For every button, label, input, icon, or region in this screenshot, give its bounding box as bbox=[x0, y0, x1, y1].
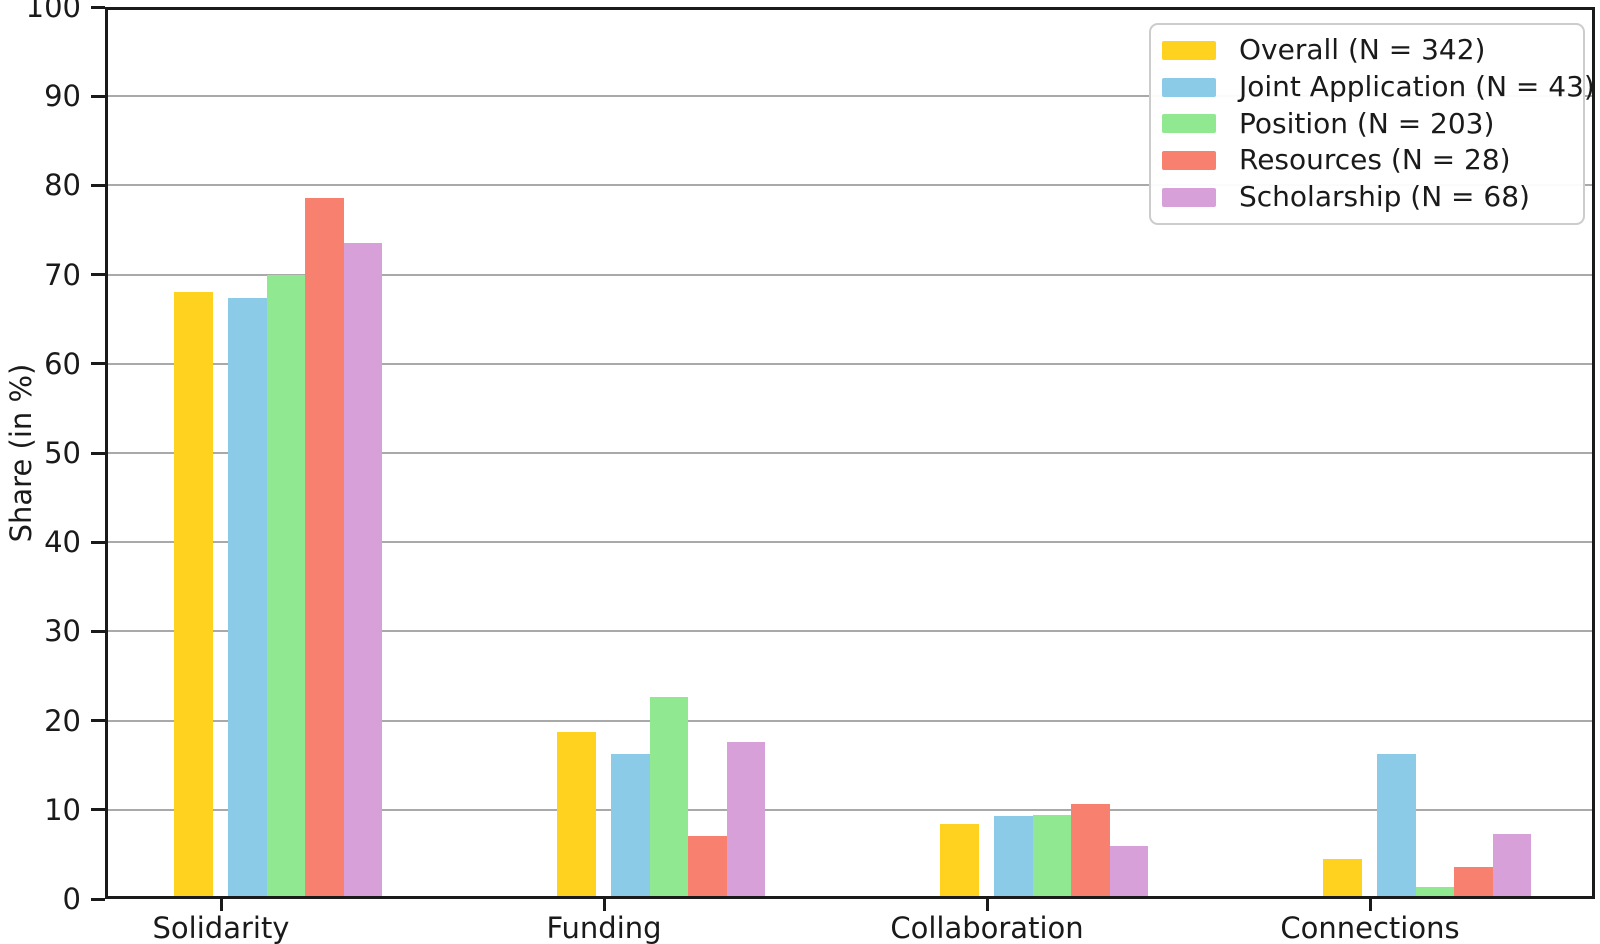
legend-swatch-overall bbox=[1162, 40, 1216, 60]
bar-solidarity-scholarship bbox=[343, 243, 382, 899]
legend-swatch-joint-application bbox=[1162, 77, 1216, 97]
bar-collaboration-overall bbox=[940, 824, 979, 899]
gridline-50 bbox=[105, 452, 1595, 454]
y-tick-label-40: 40 bbox=[44, 525, 81, 560]
gridline-30 bbox=[105, 630, 1595, 633]
y-tick-label-20: 20 bbox=[44, 703, 81, 738]
top-spine bbox=[105, 7, 1595, 10]
y-tick-30 bbox=[91, 629, 105, 633]
bar-funding-resources bbox=[688, 835, 727, 899]
right-spine bbox=[1592, 7, 1595, 899]
y-tick-label-0: 0 bbox=[62, 882, 81, 916]
gridline-60 bbox=[105, 362, 1595, 365]
y-tick-70 bbox=[91, 273, 105, 277]
bar-solidarity-joint-application bbox=[228, 297, 267, 899]
gridline-10 bbox=[105, 808, 1595, 811]
legend: Overall (N = 342) Joint Application (N = … bbox=[1149, 23, 1595, 225]
y-tick-label-10: 10 bbox=[44, 792, 81, 827]
x-tick-collaboration bbox=[985, 899, 989, 911]
legend-swatch-position bbox=[1162, 114, 1216, 134]
gridline-80 bbox=[105, 184, 1595, 187]
bar-funding-scholarship bbox=[726, 742, 765, 899]
bar-collaboration-scholarship bbox=[1109, 846, 1148, 899]
bar-solidarity-position bbox=[266, 274, 305, 899]
bar-funding-overall bbox=[557, 732, 596, 899]
y-tick-label-70: 70 bbox=[44, 257, 81, 292]
y-tick-label-30: 30 bbox=[44, 614, 81, 649]
y-tick-0 bbox=[91, 897, 105, 901]
y-tick-90 bbox=[91, 94, 105, 98]
x-tick-label-funding: Funding bbox=[546, 911, 662, 944]
bar-funding-joint-application bbox=[611, 753, 650, 899]
x-tick-label-connections: Connections bbox=[1280, 911, 1460, 944]
legend-label-scholarship: Scholarship (N = 68) bbox=[1239, 180, 1530, 214]
x-tick-connections bbox=[1368, 899, 1372, 911]
bar-connections-joint-application bbox=[1377, 753, 1416, 899]
legend-item-resources: Resources (N = 28) bbox=[1162, 145, 1583, 176]
bar-collaboration-joint-application bbox=[994, 816, 1033, 899]
gridline-40 bbox=[105, 541, 1595, 544]
x-tick-label-solidarity: Solidarity bbox=[152, 911, 290, 944]
y-tick-60 bbox=[91, 362, 105, 366]
bar-funding-position bbox=[649, 696, 688, 899]
x-tick-funding bbox=[602, 899, 606, 911]
legend-item-scholarship: Scholarship (N = 68) bbox=[1162, 180, 1583, 214]
legend-label-joint-application: Joint Application (N = 43) bbox=[1239, 69, 1595, 103]
bar-connections-resources bbox=[1454, 866, 1493, 899]
legend-swatch-resources bbox=[1162, 151, 1216, 171]
legend-swatch-scholarship bbox=[1162, 188, 1216, 208]
y-tick-20 bbox=[91, 719, 105, 723]
y-tick-label-80: 80 bbox=[44, 168, 81, 203]
y-tick-label-100: 100 bbox=[25, 0, 81, 24]
legend-item-overall: Overall (N = 342) bbox=[1162, 33, 1583, 66]
bar-connections-scholarship bbox=[1492, 833, 1531, 899]
bottom-spine bbox=[105, 896, 1595, 899]
bar-collaboration-position bbox=[1032, 815, 1071, 899]
gridline-20 bbox=[105, 719, 1595, 722]
plot-area: 0 10 20 30 40 50 60 70 80 90 100 Solidarity Funding C… bbox=[26, 0, 1595, 944]
x-tick-label-collaboration: Collaboration bbox=[890, 911, 1084, 944]
bar-connections-position bbox=[1415, 886, 1454, 899]
legend-item-position: Position (N = 203) bbox=[1162, 106, 1583, 140]
legend-label-resources: Resources (N = 28) bbox=[1239, 143, 1511, 177]
x-tick-solidarity bbox=[219, 899, 223, 911]
y-tick-label-90: 90 bbox=[44, 79, 81, 114]
y-tick-40 bbox=[91, 540, 105, 544]
legend-item-joint-application: Joint Application (N = 43) bbox=[1162, 71, 1595, 103]
gridline-70 bbox=[105, 273, 1595, 276]
y-tick-label-50: 50 bbox=[44, 436, 81, 470]
legend-label-overall: Overall (N = 342) bbox=[1239, 33, 1486, 66]
y-tick-10 bbox=[91, 808, 105, 812]
y-tick-100 bbox=[91, 5, 105, 9]
y-tick-label-60: 60 bbox=[44, 346, 81, 381]
bar-solidarity-resources bbox=[305, 197, 344, 899]
legend-label-position: Position (N = 203) bbox=[1239, 106, 1495, 140]
y-tick-50 bbox=[91, 451, 105, 455]
bar-collaboration-resources bbox=[1071, 803, 1110, 899]
y-tick-80 bbox=[91, 183, 105, 187]
bar-connections-overall bbox=[1323, 858, 1362, 899]
left-spine bbox=[105, 7, 108, 899]
bar-solidarity-overall bbox=[174, 291, 213, 899]
gridline-90 bbox=[105, 95, 1595, 98]
